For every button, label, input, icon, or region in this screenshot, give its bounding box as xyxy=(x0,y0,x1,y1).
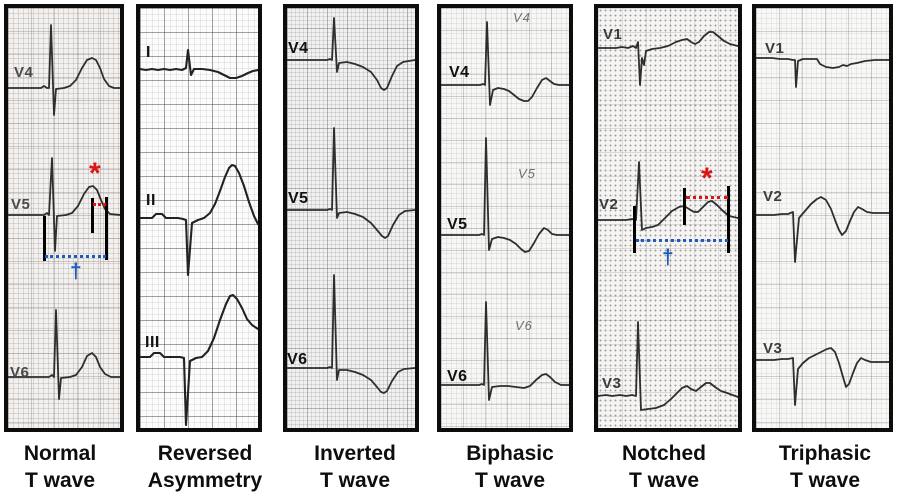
lead-iii-trace xyxy=(140,293,258,427)
lead-v4-trace xyxy=(287,17,415,91)
ecg-strip-svg xyxy=(441,21,569,401)
caption-line-2: Asymmetry xyxy=(147,469,263,492)
lead-v6-trace xyxy=(441,301,569,401)
caption-line-1: Biphasic xyxy=(466,442,554,465)
lead-label-v5: V5 xyxy=(288,190,309,207)
lead-label-v6: V6 xyxy=(447,368,468,385)
lead-label-i: I xyxy=(146,44,151,61)
printed-lead-label-v4: V4 xyxy=(513,10,531,25)
caption-line-2: T wave xyxy=(789,469,861,492)
lead-label-v4: V4 xyxy=(449,64,470,81)
lead-v2-trace xyxy=(598,161,738,231)
caption-line-1: Notched xyxy=(622,442,706,465)
panel-reversed-asymmetry: I II III xyxy=(136,4,262,432)
caption-normal-t-wave: Normal T wave xyxy=(0,440,135,494)
lead-label-v2: V2 xyxy=(763,188,783,205)
caption-inverted-t-wave: Inverted T wave xyxy=(280,440,430,494)
panel-normal-t-wave: V4 V5 V6 * † xyxy=(4,4,124,432)
measure-bar-t-peak xyxy=(683,188,686,225)
asterisk-marker: * xyxy=(701,162,713,195)
caption-line-1: Reversed xyxy=(157,442,253,465)
lead-label-iii: III xyxy=(145,334,160,351)
ecg-strip-svg xyxy=(8,24,120,400)
t-duration-interval-line xyxy=(45,255,106,258)
lead-v5-trace xyxy=(8,157,120,252)
lead-label-v6: V6 xyxy=(10,364,30,381)
lead-label-v2: V2 xyxy=(599,196,619,213)
measure-bar-t-end xyxy=(105,197,108,260)
caption-notched-t-wave: Notched T wave xyxy=(589,440,739,494)
lead-v3-trace xyxy=(756,347,889,406)
lead-v6-trace xyxy=(8,309,120,400)
measure-bar-t-onset xyxy=(43,216,46,261)
lead-label-ii: II xyxy=(146,192,156,209)
caption-line-2: T wave xyxy=(474,469,546,492)
lead-v3-trace xyxy=(598,321,738,411)
panel-notched-t-wave: V1 V2 V3 * † xyxy=(594,4,742,432)
asterisk-marker: * xyxy=(89,157,101,190)
lead-label-v6: V6 xyxy=(287,351,308,368)
lead-v4-trace xyxy=(441,21,569,106)
lead-v1-trace xyxy=(756,57,889,88)
lead-label-v3: V3 xyxy=(763,340,783,357)
caption-reversed-asymmetry: Reversed Asymmetry xyxy=(130,440,280,494)
measure-bar-t-onset xyxy=(633,206,636,253)
dagger-marker: † xyxy=(70,260,82,283)
caption-biphasic-t-wave: Biphasic T wave xyxy=(435,440,585,494)
lead-label-v5: V5 xyxy=(447,216,468,233)
caption-triphasic-t-wave: Triphasic T wave xyxy=(750,440,900,494)
measure-bar-t-end xyxy=(727,186,730,253)
lead-v2-trace xyxy=(756,196,889,263)
printed-lead-label-v5: V5 xyxy=(518,166,536,181)
ecg-strip-svg xyxy=(140,48,258,427)
caption-line-1: Triphasic xyxy=(778,442,872,465)
lead-v4-trace xyxy=(8,24,120,116)
caption-line-2: T wave xyxy=(24,469,96,492)
lead-label-v1: V1 xyxy=(603,26,623,43)
ecg-strip-svg xyxy=(598,31,738,411)
lead-v5-trace xyxy=(441,137,569,253)
tpeak-tend-interval-line xyxy=(686,196,728,199)
dagger-marker: † xyxy=(662,246,674,269)
lead-v6-trace xyxy=(287,274,415,394)
caption-line-2: T wave xyxy=(628,469,700,492)
printed-lead-label-v6: V6 xyxy=(515,318,533,333)
lead-label-v1: V1 xyxy=(765,40,785,57)
t-duration-interval-line xyxy=(636,239,728,242)
lead-label-v5: V5 xyxy=(11,196,31,213)
panel-triphasic-t-wave: V1 V2 V3 xyxy=(752,4,893,432)
lead-ii-trace xyxy=(140,163,258,277)
lead-label-v3: V3 xyxy=(602,375,622,392)
lead-v5-trace xyxy=(287,127,415,239)
lead-v1-trace xyxy=(598,31,738,86)
lead-label-v4: V4 xyxy=(14,64,34,81)
ecg-strip-svg xyxy=(756,57,889,406)
ecg-strip-svg xyxy=(287,17,415,394)
panel-inverted-t-wave: V4 V5 V6 xyxy=(283,4,419,432)
panel-biphasic-t-wave: V4 V5 V6 V4 V5 V6 xyxy=(437,4,573,432)
lead-label-v4: V4 xyxy=(288,40,309,57)
caption-line-2: T wave xyxy=(319,469,391,492)
measure-bar-t-peak xyxy=(91,198,94,233)
caption-line-1: Normal xyxy=(23,442,97,465)
tpeak-tend-interval-line xyxy=(93,203,106,206)
caption-line-1: Inverted xyxy=(314,442,396,465)
lead-i-trace xyxy=(140,48,258,80)
